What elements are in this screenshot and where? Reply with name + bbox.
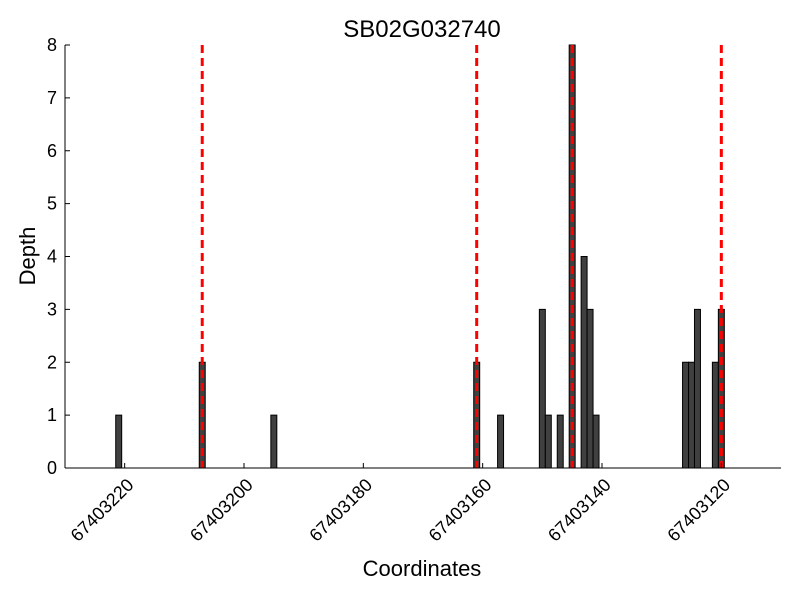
- y-tick-label: 4: [47, 247, 57, 267]
- y-tick-label: 8: [47, 35, 57, 55]
- x-tick-label: 67403120: [663, 475, 734, 546]
- marker-lines-layer: [200, 45, 723, 468]
- bar-5: [538, 308, 546, 469]
- bar-13: [688, 361, 695, 469]
- bar-0: [115, 414, 123, 469]
- bar-12: [682, 361, 690, 469]
- axes-layer: 0 1 2 3 4 5 6 7 8 67403220 67403200 67403180 6740316…: [47, 35, 781, 545]
- bar-14: [693, 308, 701, 469]
- bar-6: [544, 414, 552, 469]
- x-tick-label: 67403200: [186, 475, 257, 546]
- y-tick-label: 6: [47, 141, 57, 161]
- bar-15: [711, 361, 719, 469]
- bar-2: [270, 414, 278, 469]
- y-axis-label: Depth: [15, 227, 40, 286]
- x-tick-label: 67403180: [305, 475, 376, 546]
- bar-10: [586, 308, 594, 469]
- y-tick-label: 7: [47, 88, 57, 108]
- y-tick-label: 3: [47, 299, 57, 319]
- y-tick-label: 1: [47, 405, 57, 425]
- chart-title: SB02G032740: [343, 16, 500, 43]
- bars-layer: [115, 44, 725, 469]
- x-tick-label: 67403160: [425, 475, 496, 546]
- x-axis-label: Coordinates: [363, 556, 482, 581]
- y-tick-label: 0: [47, 458, 57, 478]
- bar-4: [497, 414, 505, 469]
- y-tick-label: 2: [47, 352, 57, 372]
- bar-7: [556, 414, 564, 469]
- y-tick-label: 5: [47, 194, 57, 214]
- x-tick-label: 67403220: [67, 475, 138, 546]
- bar-11: [592, 414, 600, 469]
- bar-9: [580, 256, 588, 469]
- x-tick-label: 67403140: [544, 475, 615, 546]
